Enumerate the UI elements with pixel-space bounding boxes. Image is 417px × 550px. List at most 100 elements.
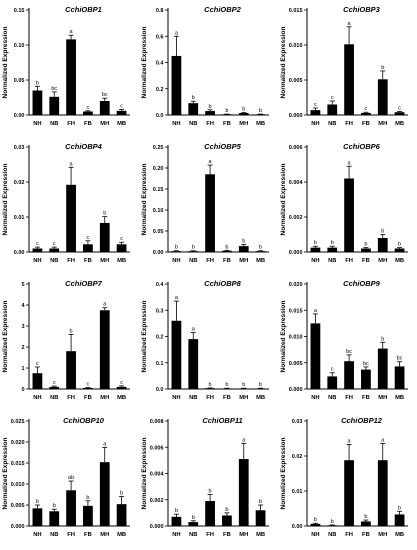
x-tick-label: MH: [100, 395, 109, 401]
y-tick-label: 0.05: [153, 229, 164, 235]
bar: [83, 111, 93, 115]
bar: [66, 39, 76, 115]
significance-label: b: [225, 382, 228, 388]
y-tick-label: 0.025: [11, 419, 25, 425]
bar: [99, 101, 110, 115]
y-tick-label: 0.02: [292, 454, 303, 460]
significance-label: a: [103, 302, 107, 308]
significance-label: c: [87, 235, 90, 241]
bar: [116, 244, 127, 252]
significance-label: b: [242, 382, 245, 388]
x-tick-label: FH: [67, 121, 75, 127]
bar: [188, 522, 199, 526]
significance-label: b: [259, 382, 262, 388]
panel-title: CchiOBP10: [63, 416, 105, 425]
bar: [49, 248, 60, 252]
chart-panel: Normalized Expression 0.00 0.01 0.02 0.03 b NH…: [280, 416, 408, 538]
x-tick-label: NB: [328, 395, 336, 401]
bar: [361, 112, 371, 115]
x-tick-label: FB: [84, 121, 92, 127]
significance-label: a: [175, 295, 179, 301]
significance-label: b: [314, 517, 317, 523]
y-tick-label: 0.00: [14, 113, 25, 119]
y-tick-label: 0.3: [156, 308, 164, 314]
y-axis-label: Normalized Expression: [141, 164, 148, 236]
x-tick-label: MH: [100, 121, 109, 127]
bar: [205, 174, 215, 252]
x-tick-label: FB: [223, 258, 231, 264]
x-tick-label: NH: [172, 395, 180, 401]
bar: [99, 222, 110, 252]
y-tick-label: 4: [21, 303, 25, 309]
bar: [171, 55, 182, 115]
y-tick-label: 0.0: [156, 113, 164, 119]
panel-title: CchiOBP2: [204, 5, 242, 14]
bar: [394, 514, 405, 526]
x-tick-label: MB: [256, 532, 265, 538]
bar: [116, 386, 127, 389]
significance-label: c: [87, 382, 90, 388]
chart-panel: Normalized Expression 0.000 0.002 0.004 0.00…: [280, 142, 408, 264]
y-axis-label: Normalized Expression: [141, 301, 148, 373]
significance-label: a: [314, 308, 318, 314]
bar: [394, 112, 405, 115]
significance-label: c: [331, 367, 334, 373]
x-tick-label: NH: [172, 532, 180, 538]
bar: [32, 373, 43, 389]
x-tick-label: MB: [395, 395, 404, 401]
x-tick-label: FB: [84, 395, 92, 401]
significance-label: b: [53, 503, 56, 509]
bar: [344, 178, 354, 252]
bar: [344, 460, 354, 526]
significance-label: c: [53, 380, 56, 386]
significance-label: b: [259, 108, 262, 114]
bar: [222, 515, 232, 526]
bar: [171, 516, 182, 526]
chart-panel: Normalized Expression 0.00 0.05 0.10 0.15 0.2…: [141, 142, 269, 264]
significance-label: bc: [363, 361, 369, 367]
y-tick-label: 0.4: [156, 282, 165, 288]
y-tick-label: 0.000: [289, 250, 303, 256]
significance-label: b: [70, 328, 73, 334]
significance-label: c: [120, 380, 123, 386]
bar: [32, 90, 43, 115]
y-tick-label: 0.02: [14, 180, 25, 186]
y-tick-label: 0.005: [11, 503, 25, 509]
x-tick-label: MH: [378, 258, 387, 264]
x-tick-label: NB: [189, 121, 197, 127]
significance-label: a: [348, 160, 352, 166]
bar: [116, 504, 127, 526]
x-tick-label: MH: [378, 532, 387, 538]
x-tick-label: FB: [84, 258, 92, 264]
bar: [238, 388, 249, 390]
significance-label: c: [120, 103, 123, 109]
y-tick-label: 0.015: [289, 8, 303, 14]
significance-label: b: [175, 245, 178, 251]
significance-label: a: [242, 437, 246, 443]
significance-label: a: [209, 159, 213, 165]
y-axis-label: Normalized Expression: [280, 438, 287, 510]
x-tick-label: NH: [172, 258, 180, 264]
bar: [188, 103, 199, 115]
bar: [205, 501, 215, 526]
x-tick-label: MH: [378, 121, 387, 127]
y-tick-label: 0.020: [289, 282, 303, 288]
significance-label: b: [381, 336, 384, 342]
bar: [222, 250, 232, 252]
y-tick-label: 0.25: [153, 145, 164, 151]
bar: [32, 248, 43, 252]
bar: [188, 251, 199, 252]
bar: [344, 44, 354, 115]
x-tick-label: NB: [50, 258, 58, 264]
significance-label: c: [398, 106, 401, 112]
significance-label: a: [192, 327, 196, 333]
significance-label: b: [192, 245, 195, 251]
bar: [49, 386, 60, 389]
bar: [238, 459, 249, 526]
chart-panel: Normalized Expression 0.000 0.002 0.004 0.00…: [141, 416, 269, 538]
y-tick-label: 0.015: [289, 308, 303, 314]
significance-label: b: [209, 489, 212, 495]
x-tick-label: NB: [189, 532, 197, 538]
bar: [327, 376, 338, 389]
significance-label: b: [225, 244, 228, 250]
